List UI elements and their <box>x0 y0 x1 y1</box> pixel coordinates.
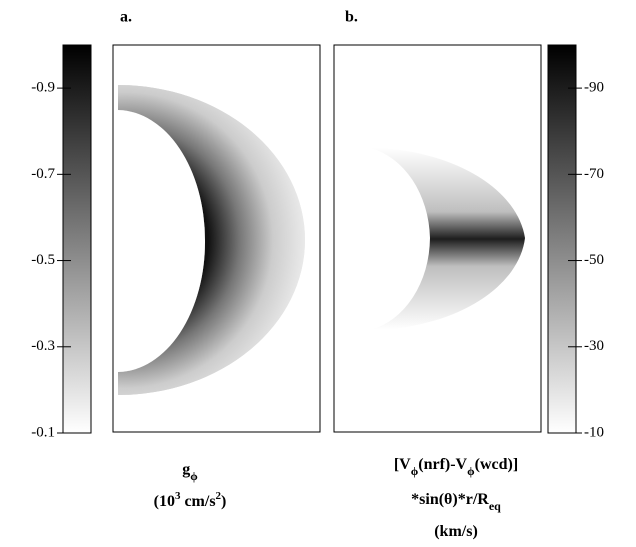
colorbar-tick-label: -0.1 <box>31 424 55 440</box>
plots <box>62 44 577 434</box>
label-part: eq <box>489 499 501 513</box>
core <box>118 110 206 372</box>
colorbar-tick-label: -30 <box>584 338 604 354</box>
axis-label: (103 cm/s2) <box>154 490 227 510</box>
colorbar-tick-label: -90 <box>584 80 604 96</box>
label-part: ϕ <box>190 469 198 483</box>
label-part: 3 <box>175 490 181 502</box>
colorbar <box>62 44 92 434</box>
panel-label: b. <box>345 9 358 26</box>
label-part: 2 <box>216 490 222 502</box>
colorbar-tick-label: -70 <box>584 166 604 182</box>
colorbar-tick-label: -50 <box>584 252 604 268</box>
axis-label: gϕ <box>182 461 198 483</box>
panel-label: a. <box>120 9 132 26</box>
shell-map <box>370 148 525 330</box>
label-part: ϕ <box>411 464 419 478</box>
colorbar-tick-label: -10 <box>584 424 604 440</box>
colorbar-tick-label: -0.3 <box>31 338 55 354</box>
label-part: g <box>182 461 190 478</box>
label-part: [V <box>394 456 411 473</box>
label-part: ) <box>221 493 226 510</box>
label-part: *sin(θ)*r/R <box>411 491 489 508</box>
colorbar-tick-label: -0.5 <box>31 252 55 268</box>
axis-label: [Vϕ(nrf)-Vϕ(wcd)] <box>394 456 518 478</box>
colorbar <box>547 44 577 434</box>
label-part: (km/s) <box>434 523 478 540</box>
label-part: (nrf)-V <box>418 456 467 473</box>
label-part: ϕ <box>467 464 475 478</box>
label-part: cm/s <box>180 493 215 510</box>
label-part: (10 <box>154 493 175 510</box>
colorbar-tick-label: -0.7 <box>31 166 55 182</box>
axis-label: (km/s) <box>434 523 478 540</box>
axis-label: *sin(θ)*r/Req <box>411 491 501 513</box>
label-part: (wcd)] <box>475 456 519 473</box>
colorbar-tick-label: -0.9 <box>31 80 55 96</box>
shell-map <box>118 85 305 395</box>
